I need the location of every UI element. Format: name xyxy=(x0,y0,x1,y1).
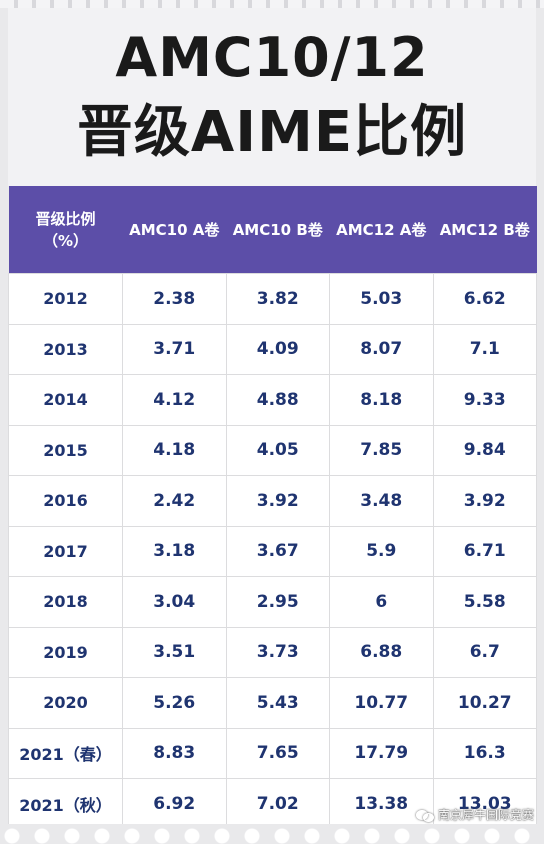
wechat-icon xyxy=(415,808,434,822)
table-row: 2019 3.51 3.73 6.88 6.7 xyxy=(8,626,537,678)
table-header-row: 晋级比例 （%） AMC10 A卷 AMC10 B卷 AMC12 A卷 AMC12… xyxy=(8,186,537,274)
header-panel xyxy=(8,8,536,186)
paper-edge-top xyxy=(0,0,544,8)
value-cell: 6 xyxy=(329,576,434,628)
value-cell: 4.09 xyxy=(225,323,330,375)
table-row: 2017 3.18 3.67 5.9 6.71 xyxy=(8,525,537,577)
value-cell: 5.43 xyxy=(225,677,330,729)
value-cell: 2.95 xyxy=(225,576,330,628)
value-cell: 2.38 xyxy=(122,273,227,325)
value-cell: 3.92 xyxy=(432,475,537,527)
title-line-2: 晋级AIME比例 xyxy=(76,100,468,165)
year-cell: 2019 xyxy=(8,626,123,678)
value-cell: 3.04 xyxy=(122,576,227,628)
year-cell: 2017 xyxy=(8,525,123,577)
value-cell: 3.18 xyxy=(122,525,227,577)
value-cell: 10.77 xyxy=(329,677,434,729)
table-row: 2018 3.04 2.95 6 5.58 xyxy=(8,576,537,628)
value-cell: 3.67 xyxy=(225,525,330,577)
column-header: AMC10 A卷 xyxy=(122,186,226,274)
watermark-text: 南京犀牛国际竞赛 xyxy=(437,808,534,822)
value-cell: 5.03 xyxy=(329,273,434,325)
value-cell: 6.62 xyxy=(432,273,537,325)
watermark: 南京犀牛国际竞赛 xyxy=(415,806,534,823)
value-cell: 7.65 xyxy=(225,727,330,779)
value-cell: 3.92 xyxy=(225,475,330,527)
table-row: 2021（秋） 6.92 7.02 13.38 13.03 xyxy=(8,778,537,830)
value-cell: 5.9 xyxy=(329,525,434,577)
column-header: AMC10 B卷 xyxy=(226,186,330,274)
column-header: AMC12 A卷 xyxy=(329,186,433,274)
value-cell: 3.82 xyxy=(225,273,330,325)
year-cell: 2020 xyxy=(8,677,123,729)
value-cell: 3.73 xyxy=(225,626,330,678)
value-cell: 5.58 xyxy=(432,576,537,628)
value-cell: 6.88 xyxy=(329,626,434,678)
table-row: 2014 4.12 4.88 8.18 9.33 xyxy=(8,374,537,426)
table-body: 2012 2.38 3.82 5.03 6.62 2013 3.71 4.09 8.07 7.1 2… xyxy=(8,273,537,830)
table-row: 2013 3.71 4.09 8.07 7.1 xyxy=(8,323,537,375)
value-cell: 9.33 xyxy=(432,374,537,426)
value-cell: 6.92 xyxy=(122,778,227,830)
value-cell: 5.26 xyxy=(122,677,227,729)
value-cell: 4.88 xyxy=(225,374,330,426)
value-cell: 4.12 xyxy=(122,374,227,426)
value-cell: 13.38 xyxy=(329,778,434,830)
value-cell: 8.18 xyxy=(329,374,434,426)
year-cell: 2012 xyxy=(8,273,123,325)
table-row: 2012 2.38 3.82 5.03 6.62 xyxy=(8,273,537,325)
value-cell: 2.42 xyxy=(122,475,227,527)
title-line-1: AMC10/12 xyxy=(115,26,429,89)
value-cell: 7.02 xyxy=(225,778,330,830)
year-cell: 2015 xyxy=(8,424,123,476)
value-cell: 4.18 xyxy=(122,424,227,476)
value-cell: 16.3 xyxy=(432,727,537,779)
value-cell: 3.71 xyxy=(122,323,227,375)
value-cell: 7.85 xyxy=(329,424,434,476)
year-cell: 2018 xyxy=(8,576,123,628)
value-cell: 9.84 xyxy=(432,424,537,476)
year-cell: 2016 xyxy=(8,475,123,527)
value-cell: 17.79 xyxy=(329,727,434,779)
table-row: 2021（春） 8.83 7.65 17.79 16.3 xyxy=(8,727,537,779)
value-cell: 6.7 xyxy=(432,626,537,678)
column-header: 晋级比例 （%） xyxy=(8,186,123,274)
year-cell: 2014 xyxy=(8,374,123,426)
table-row: 2016 2.42 3.92 3.48 3.92 xyxy=(8,475,537,527)
year-cell: 2013 xyxy=(8,323,123,375)
value-cell: 10.27 xyxy=(432,677,537,729)
column-header: AMC12 B卷 xyxy=(433,186,537,274)
value-cell: 8.83 xyxy=(122,727,227,779)
year-cell: 2021（秋） xyxy=(8,778,123,830)
value-cell: 4.05 xyxy=(225,424,330,476)
paper-dot-edge xyxy=(0,828,544,844)
ratio-table-wrap: 晋级比例 （%） AMC10 A卷 AMC10 B卷 AMC12 A卷 AMC12… xyxy=(8,186,537,830)
value-cell: 7.1 xyxy=(432,323,537,375)
ratio-table: 晋级比例 （%） AMC10 A卷 AMC10 B卷 AMC12 A卷 AMC12… xyxy=(8,186,537,830)
value-cell: 3.51 xyxy=(122,626,227,678)
value-cell: 8.07 xyxy=(329,323,434,375)
value-cell: 3.48 xyxy=(329,475,434,527)
year-cell: 2021（春） xyxy=(8,727,123,779)
value-cell: 13.03 xyxy=(432,778,537,830)
table-row: 2015 4.18 4.05 7.85 9.84 xyxy=(8,424,537,476)
value-cell: 6.71 xyxy=(432,525,537,577)
table-row: 2020 5.26 5.43 10.77 10.27 xyxy=(8,677,537,729)
